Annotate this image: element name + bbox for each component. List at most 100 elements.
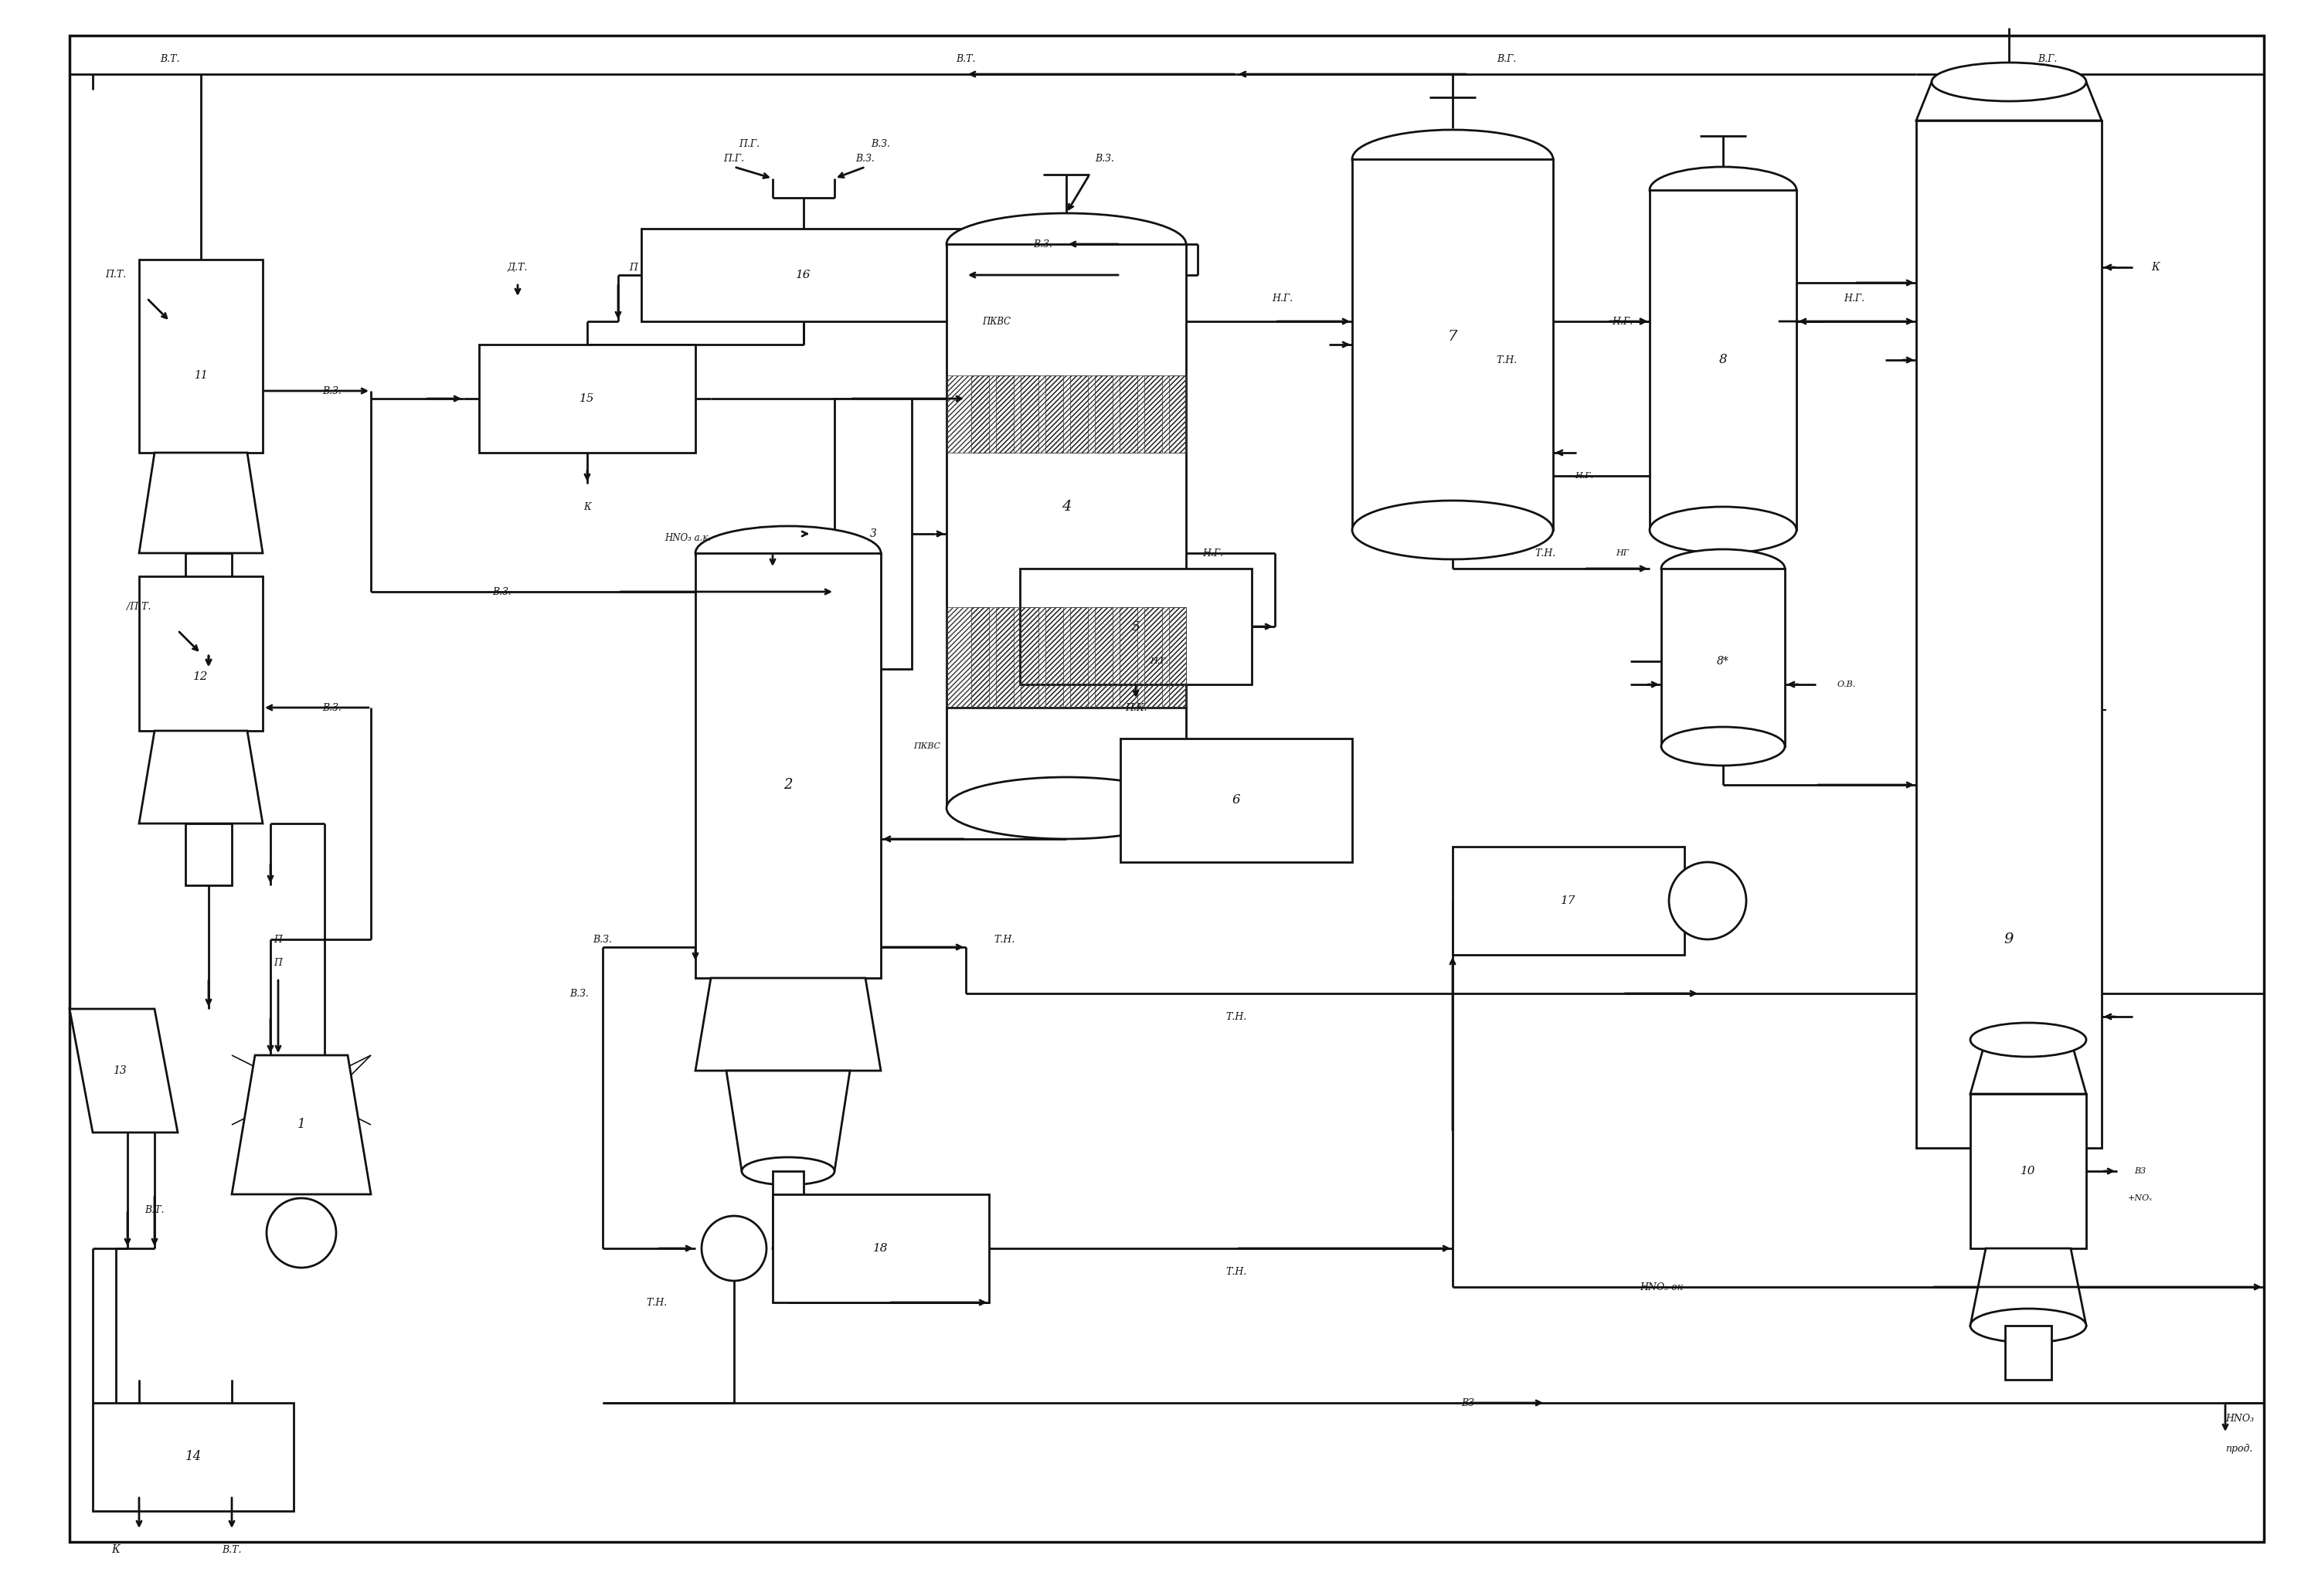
- Polygon shape: [946, 707, 1187, 808]
- Text: 10: 10: [2021, 1165, 2035, 1176]
- Text: 8*: 8*: [1718, 656, 1729, 667]
- Text: П: П: [274, 934, 283, 945]
- Bar: [695, 554, 881, 978]
- Text: Д.Т.: Д.Т.: [508, 262, 529, 273]
- Text: Т.Н.: Т.Н.: [994, 934, 1015, 945]
- Text: НГ: НГ: [1616, 549, 1630, 557]
- Text: прод.: прод.: [2225, 1444, 2253, 1454]
- Polygon shape: [695, 978, 881, 1071]
- Text: П.К.: П.К.: [1124, 702, 1147, 713]
- Text: О.В.: О.В.: [1838, 680, 1857, 688]
- Bar: [1662, 568, 1785, 747]
- Polygon shape: [1970, 1248, 2086, 1326]
- Text: В.З.: В.З.: [855, 155, 874, 164]
- Text: Н.Г.: Н.Г.: [1150, 658, 1168, 666]
- Bar: [1120, 739, 1351, 862]
- Bar: [139, 260, 262, 453]
- Text: 8: 8: [1720, 353, 1727, 367]
- Polygon shape: [232, 1055, 371, 1194]
- Text: 14: 14: [185, 1451, 202, 1464]
- Ellipse shape: [1351, 501, 1553, 559]
- Text: /П.Т.: /П.Т.: [127, 602, 151, 613]
- Polygon shape: [1917, 81, 2102, 121]
- Text: В.З.: В.З.: [1096, 155, 1115, 164]
- Ellipse shape: [1650, 168, 1796, 214]
- Ellipse shape: [695, 527, 881, 581]
- Bar: [772, 1194, 990, 1302]
- Text: НNО₃ а.к.: НNО₃ а.к.: [665, 533, 712, 543]
- Bar: [2005, 1326, 2051, 1379]
- Ellipse shape: [1970, 1023, 2086, 1057]
- Ellipse shape: [1662, 726, 1785, 766]
- Text: К: К: [111, 1545, 121, 1555]
- Text: ПКВС: ПКВС: [983, 316, 1011, 327]
- Ellipse shape: [1650, 508, 1796, 554]
- Ellipse shape: [742, 1157, 834, 1184]
- Ellipse shape: [946, 214, 1187, 275]
- Text: В.З.: В.З.: [322, 702, 341, 713]
- Bar: [642, 228, 967, 321]
- Bar: [1917, 121, 2102, 1148]
- Text: Н.Г.: Н.Г.: [1611, 316, 1634, 327]
- Text: +NOₓ: +NOₓ: [2128, 1194, 2153, 1202]
- Bar: [139, 576, 262, 731]
- Text: В3: В3: [2135, 1167, 2146, 1175]
- Text: ВЗ: ВЗ: [1463, 1398, 1474, 1408]
- Text: В.З.: В.З.: [570, 988, 589, 999]
- Ellipse shape: [1351, 129, 1553, 188]
- Text: Н.Г.: Н.Г.: [1843, 294, 1866, 303]
- Text: 12: 12: [192, 672, 209, 681]
- Text: НNО₃: НNО₃: [2225, 1414, 2253, 1424]
- Text: К: К: [2151, 262, 2160, 273]
- Text: В.З.: В.З.: [494, 587, 512, 597]
- Text: 7: 7: [1449, 330, 1458, 343]
- Text: В.З.: В.З.: [593, 934, 612, 945]
- Polygon shape: [70, 1009, 178, 1133]
- Bar: [1351, 160, 1553, 530]
- Text: ПКВС: ПКВС: [913, 742, 941, 750]
- Text: В.Т.: В.Т.: [955, 54, 976, 64]
- Text: 15: 15: [580, 393, 596, 404]
- Text: 9: 9: [2005, 932, 2014, 946]
- Text: 5: 5: [1131, 619, 1140, 634]
- Polygon shape: [139, 731, 262, 824]
- Text: П: П: [274, 958, 283, 967]
- Text: В.Г.: В.Г.: [2038, 54, 2058, 64]
- Text: Т.Н.: Т.Н.: [1226, 1012, 1247, 1021]
- Circle shape: [702, 1216, 767, 1282]
- Text: В.Т.: В.Т.: [223, 1545, 241, 1555]
- Polygon shape: [726, 1071, 851, 1171]
- Bar: [1453, 846, 1685, 954]
- Text: Т.Н.: Т.Н.: [1535, 547, 1555, 559]
- Ellipse shape: [1662, 549, 1785, 587]
- Ellipse shape: [1931, 62, 2086, 101]
- Bar: [185, 554, 232, 606]
- Text: П: П: [630, 262, 637, 273]
- Circle shape: [267, 1199, 336, 1267]
- Bar: [93, 1403, 294, 1511]
- Text: НNО₃ ок: НNО₃ ок: [1639, 1282, 1683, 1293]
- Bar: [1650, 190, 1796, 530]
- Ellipse shape: [772, 1240, 804, 1256]
- Bar: [946, 244, 1187, 707]
- Bar: [1970, 1093, 2086, 1248]
- Text: К: К: [584, 501, 591, 512]
- Text: П.Г.: П.Г.: [739, 139, 760, 148]
- Text: П.Г.: П.Г.: [723, 155, 744, 164]
- Text: 2: 2: [783, 777, 793, 792]
- Bar: [185, 824, 232, 886]
- Text: В.Т.: В.Т.: [160, 54, 181, 64]
- Text: Н.Г.: Н.Г.: [1574, 472, 1592, 480]
- Text: 4: 4: [1062, 500, 1071, 514]
- Text: 3: 3: [869, 528, 876, 539]
- Text: Т.Н.: Т.Н.: [1495, 354, 1518, 365]
- Text: В.З.: В.З.: [1034, 239, 1052, 249]
- Polygon shape: [139, 453, 262, 554]
- Circle shape: [1669, 862, 1745, 940]
- Text: Т.Н.: Т.Н.: [647, 1298, 668, 1307]
- Text: 1: 1: [297, 1119, 306, 1132]
- Bar: [1020, 568, 1252, 685]
- Ellipse shape: [1970, 1309, 2086, 1342]
- Text: 16: 16: [795, 270, 811, 281]
- Bar: [480, 345, 695, 453]
